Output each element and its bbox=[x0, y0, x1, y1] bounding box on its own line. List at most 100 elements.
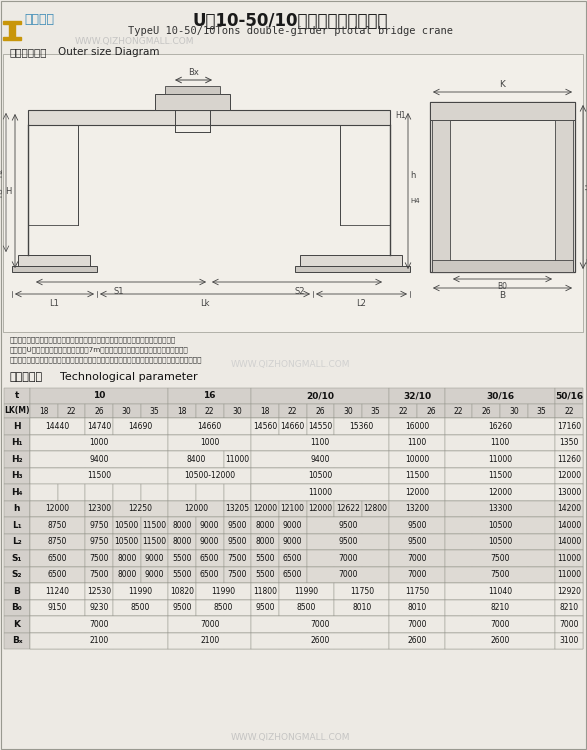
Bar bbox=[224, 550, 251, 566]
Bar bbox=[3, 37, 21, 40]
Text: 13205: 13205 bbox=[225, 504, 249, 513]
Bar bbox=[445, 550, 473, 566]
Bar bbox=[251, 517, 279, 533]
Bar bbox=[4, 632, 30, 649]
Text: 9230: 9230 bbox=[89, 603, 109, 612]
Bar bbox=[196, 566, 224, 583]
Bar bbox=[168, 404, 196, 418]
Bar bbox=[141, 632, 168, 649]
Text: 11500: 11500 bbox=[87, 471, 111, 480]
Bar bbox=[141, 517, 168, 533]
Bar bbox=[251, 533, 279, 550]
Bar bbox=[196, 500, 224, 517]
Bar bbox=[168, 388, 251, 404]
Text: 26: 26 bbox=[481, 406, 491, 416]
Bar bbox=[85, 434, 113, 451]
Text: 7000: 7000 bbox=[407, 570, 427, 579]
Bar bbox=[500, 583, 528, 599]
Text: TypeU 10-50/10Tons double-girder ptotal bridge crane: TypeU 10-50/10Tons double-girder ptotal … bbox=[127, 26, 453, 36]
Bar bbox=[473, 467, 500, 484]
Bar bbox=[155, 94, 230, 110]
Bar bbox=[528, 484, 555, 500]
Bar bbox=[113, 533, 141, 550]
Bar bbox=[555, 517, 583, 533]
Bar bbox=[334, 418, 362, 434]
Bar bbox=[30, 418, 58, 434]
Bar bbox=[555, 120, 573, 272]
Bar bbox=[251, 550, 279, 566]
Bar bbox=[168, 616, 251, 632]
Bar bbox=[555, 467, 583, 484]
Bar bbox=[30, 632, 58, 649]
Bar bbox=[85, 599, 113, 616]
Text: 7000: 7000 bbox=[311, 620, 330, 628]
Text: 11240: 11240 bbox=[46, 586, 70, 596]
Text: 32/10: 32/10 bbox=[403, 392, 431, 400]
Bar bbox=[58, 616, 85, 632]
Bar bbox=[445, 451, 473, 467]
Bar bbox=[141, 599, 168, 616]
Bar bbox=[30, 566, 58, 583]
Text: 16260: 16260 bbox=[488, 422, 512, 430]
Text: H4: H4 bbox=[410, 198, 420, 204]
Text: 1100: 1100 bbox=[490, 438, 510, 447]
Bar bbox=[528, 616, 555, 632]
Text: 12100: 12100 bbox=[281, 504, 305, 513]
Bar bbox=[306, 517, 389, 533]
Text: 14660: 14660 bbox=[281, 422, 305, 430]
Bar bbox=[555, 632, 583, 649]
Bar bbox=[389, 583, 445, 599]
Bar bbox=[279, 566, 306, 583]
Bar bbox=[334, 616, 362, 632]
Bar bbox=[168, 484, 196, 500]
Bar bbox=[224, 566, 251, 583]
Bar bbox=[417, 434, 445, 451]
Bar bbox=[306, 500, 334, 517]
Text: 11040: 11040 bbox=[488, 586, 512, 596]
Text: B₀: B₀ bbox=[12, 603, 22, 612]
Bar bbox=[389, 566, 445, 583]
Bar bbox=[224, 599, 251, 616]
Bar bbox=[30, 517, 85, 533]
Bar bbox=[389, 616, 445, 632]
Text: WWW.QIZHONGMALL.COM: WWW.QIZHONGMALL.COM bbox=[230, 733, 350, 742]
Bar bbox=[445, 500, 473, 517]
Bar bbox=[417, 550, 445, 566]
Text: 12920: 12920 bbox=[557, 586, 581, 596]
Text: B0: B0 bbox=[498, 282, 508, 291]
Bar bbox=[306, 566, 334, 583]
Bar bbox=[58, 583, 85, 599]
Bar bbox=[362, 583, 389, 599]
Text: S1: S1 bbox=[113, 287, 124, 296]
Bar bbox=[417, 583, 445, 599]
Bar bbox=[251, 434, 279, 451]
Text: 8000: 8000 bbox=[255, 537, 275, 546]
Bar bbox=[362, 566, 389, 583]
Bar bbox=[555, 533, 583, 550]
Bar bbox=[113, 404, 141, 418]
Bar bbox=[306, 404, 334, 418]
Bar bbox=[445, 599, 555, 616]
Bar bbox=[279, 517, 306, 533]
Bar bbox=[168, 599, 196, 616]
Bar bbox=[141, 418, 168, 434]
Text: K: K bbox=[14, 620, 21, 628]
Bar bbox=[362, 500, 389, 517]
Bar bbox=[4, 467, 30, 484]
Bar bbox=[389, 550, 417, 566]
Bar bbox=[445, 434, 473, 451]
Text: 6500: 6500 bbox=[283, 554, 302, 562]
Text: B: B bbox=[14, 586, 21, 596]
Bar bbox=[555, 484, 583, 500]
Bar bbox=[30, 616, 58, 632]
Bar bbox=[251, 599, 279, 616]
Bar bbox=[389, 533, 417, 550]
Bar bbox=[113, 550, 141, 566]
Bar bbox=[306, 467, 334, 484]
Text: 1350: 1350 bbox=[559, 438, 579, 447]
Bar bbox=[279, 599, 306, 616]
Bar bbox=[279, 533, 306, 550]
Text: 11500: 11500 bbox=[405, 471, 429, 480]
Bar bbox=[30, 434, 168, 451]
Bar bbox=[251, 404, 279, 418]
